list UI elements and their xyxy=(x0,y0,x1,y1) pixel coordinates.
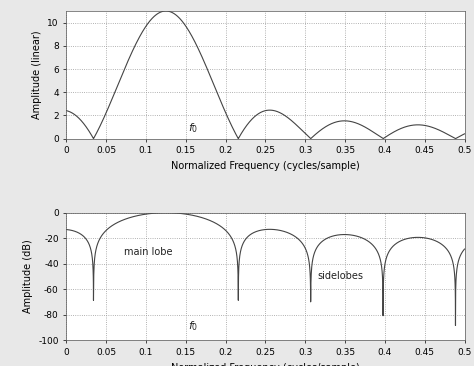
X-axis label: Normalized Frequency (cycles/sample): Normalized Frequency (cycles/sample) xyxy=(171,363,360,366)
Text: sidelobes: sidelobes xyxy=(317,271,363,281)
Text: $f_0$: $f_0$ xyxy=(188,319,199,333)
Text: main lobe: main lobe xyxy=(124,247,172,257)
X-axis label: Normalized Frequency (cycles/sample): Normalized Frequency (cycles/sample) xyxy=(171,161,360,171)
Text: $f_0$: $f_0$ xyxy=(188,122,199,135)
Y-axis label: Amplitude (linear): Amplitude (linear) xyxy=(32,30,42,119)
Y-axis label: Amplitude (dB): Amplitude (dB) xyxy=(23,240,33,313)
